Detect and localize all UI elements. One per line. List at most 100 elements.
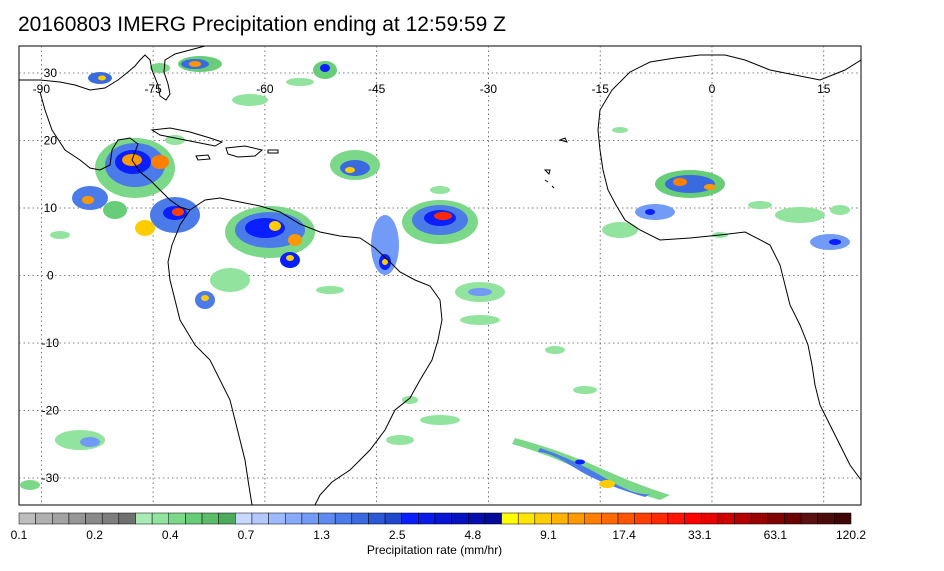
colorbar-swatch xyxy=(301,512,319,525)
colorbar-swatch xyxy=(434,512,452,525)
colorbar-labels: 0.1 0.2 0.4 0.7 1.3 2.5 4.8 9.1 17.4 33.1 63.1 120.… xyxy=(11,528,867,542)
colorbar-swatch xyxy=(484,512,502,525)
colorbar-label: 4.8 xyxy=(464,528,481,542)
longitude-label: 0 xyxy=(709,82,716,96)
precip-cluster-south-atlantic xyxy=(20,415,670,500)
colorbar-swatch xyxy=(101,512,120,525)
latitude-label: 20 xyxy=(44,134,58,148)
colorbar-swatch xyxy=(517,512,536,525)
colorbar-swatch xyxy=(634,512,652,525)
colorbar-swatch xyxy=(684,512,702,525)
longitude-label: -15 xyxy=(592,82,610,96)
colorbar-label: 120.2 xyxy=(836,528,866,542)
colorbar-swatch xyxy=(784,512,802,525)
colorbar-swatch xyxy=(368,512,386,525)
colorbar-swatch xyxy=(767,512,785,525)
colorbar-label: 1.3 xyxy=(313,528,330,542)
latitude-label: -30 xyxy=(42,471,60,485)
coast-canary xyxy=(543,137,568,175)
coast-africa xyxy=(597,54,861,481)
colorbar-swatch xyxy=(667,512,685,525)
colorbar-title-text: Precipitation rate (mm/hr) xyxy=(366,543,503,557)
colorbar-label: 0.1 xyxy=(11,528,28,542)
longitude-label: 15 xyxy=(817,82,831,96)
colorbar-swatch xyxy=(700,512,719,525)
longitude-label: -45 xyxy=(368,82,386,96)
colorbar-swatch xyxy=(451,512,469,525)
colorbar-swatch xyxy=(68,512,86,525)
latitude-label: -10 xyxy=(42,336,60,350)
colorbar-label: 9.1 xyxy=(540,528,557,542)
precip-cluster-gulf xyxy=(88,56,337,84)
colorbar-swatch xyxy=(351,512,369,525)
colorbar-label: 63.1 xyxy=(764,528,788,542)
colorbar-swatch xyxy=(534,512,552,525)
colorbar-label: 17.4 xyxy=(612,528,636,542)
colorbar xyxy=(18,512,852,525)
colorbar-swatch xyxy=(384,512,402,525)
latitude-label: 0 xyxy=(47,269,54,283)
colorbar-swatch xyxy=(501,512,519,525)
coast-north-america xyxy=(19,46,206,101)
colorbar-swatch xyxy=(401,512,419,525)
colorbar-swatch xyxy=(18,512,36,525)
colorbar-label: 0.7 xyxy=(238,528,255,542)
colorbar-swatch xyxy=(717,512,735,525)
colorbar-swatch xyxy=(567,512,586,525)
page-title: 20160803 IMERG Precipitation ending at 1… xyxy=(18,13,506,36)
colorbar-swatch xyxy=(651,512,669,525)
colorbar-swatch xyxy=(251,512,269,525)
colorbar-swatch xyxy=(734,512,752,525)
colorbar-swatch xyxy=(584,512,602,525)
precip-cluster-central-america xyxy=(72,138,200,236)
colorbar-swatch xyxy=(817,512,835,525)
coast-cape-verde xyxy=(544,179,555,189)
colorbar-swatch xyxy=(218,512,236,525)
coastlines xyxy=(19,46,861,505)
colorbar-label: 33.1 xyxy=(688,528,712,542)
colorbar-swatch xyxy=(418,512,436,525)
longitude-label: -90 xyxy=(33,82,51,96)
colorbar-swatch xyxy=(800,512,818,525)
colorbar-swatch xyxy=(268,512,286,525)
colorbar-swatch xyxy=(284,512,303,525)
colorbar-label: 0.2 xyxy=(86,528,103,542)
colorbar-swatch xyxy=(52,512,70,525)
colorbar-swatch xyxy=(318,512,336,525)
colorbar-title: Precipitation rate (mm/hr) xyxy=(0,543,944,557)
coast-pr xyxy=(267,149,279,154)
precip-cluster-atlantic-west xyxy=(330,150,505,302)
latitude-label: -20 xyxy=(42,404,60,418)
colorbar-swatch xyxy=(185,512,203,525)
longitude-label: -60 xyxy=(256,82,274,96)
coast-hispaniola xyxy=(225,145,264,158)
colorbar-label: 2.5 xyxy=(389,528,406,542)
colorbar-swatch xyxy=(334,512,353,525)
longitude-label: -75 xyxy=(144,82,162,96)
colorbar-swatch xyxy=(617,512,635,525)
precip-scatter xyxy=(50,78,850,404)
colorbar-swatch xyxy=(151,512,170,525)
colorbar-swatch xyxy=(750,512,769,525)
colorbar-swatch xyxy=(834,512,852,525)
colorbar-swatch xyxy=(235,512,253,525)
latitude-label: 10 xyxy=(44,201,58,215)
colorbar-swatch xyxy=(468,512,486,525)
latitude-label: 30 xyxy=(44,66,58,80)
longitude-label: -30 xyxy=(480,82,498,96)
colorbar-label: 0.4 xyxy=(162,528,179,542)
colorbar-swatch xyxy=(135,512,153,525)
colorbar-swatch xyxy=(35,512,53,525)
colorbar-swatch xyxy=(601,512,619,525)
colorbar-swatch xyxy=(118,512,136,525)
colorbar-swatch xyxy=(85,512,103,525)
longitude-labels: -90 -75 -60 -45 -30 -15 0 15 xyxy=(33,82,831,96)
latitude-labels: 30 20 10 0 -10 -20 -30 xyxy=(42,66,60,485)
coast-cuba xyxy=(150,127,224,147)
coast-jamaica xyxy=(195,154,211,161)
precip-cluster-africa xyxy=(602,170,850,250)
coast-yucatan xyxy=(39,91,191,211)
colorbar-swatch xyxy=(201,512,219,525)
coast-south-america xyxy=(167,197,443,505)
